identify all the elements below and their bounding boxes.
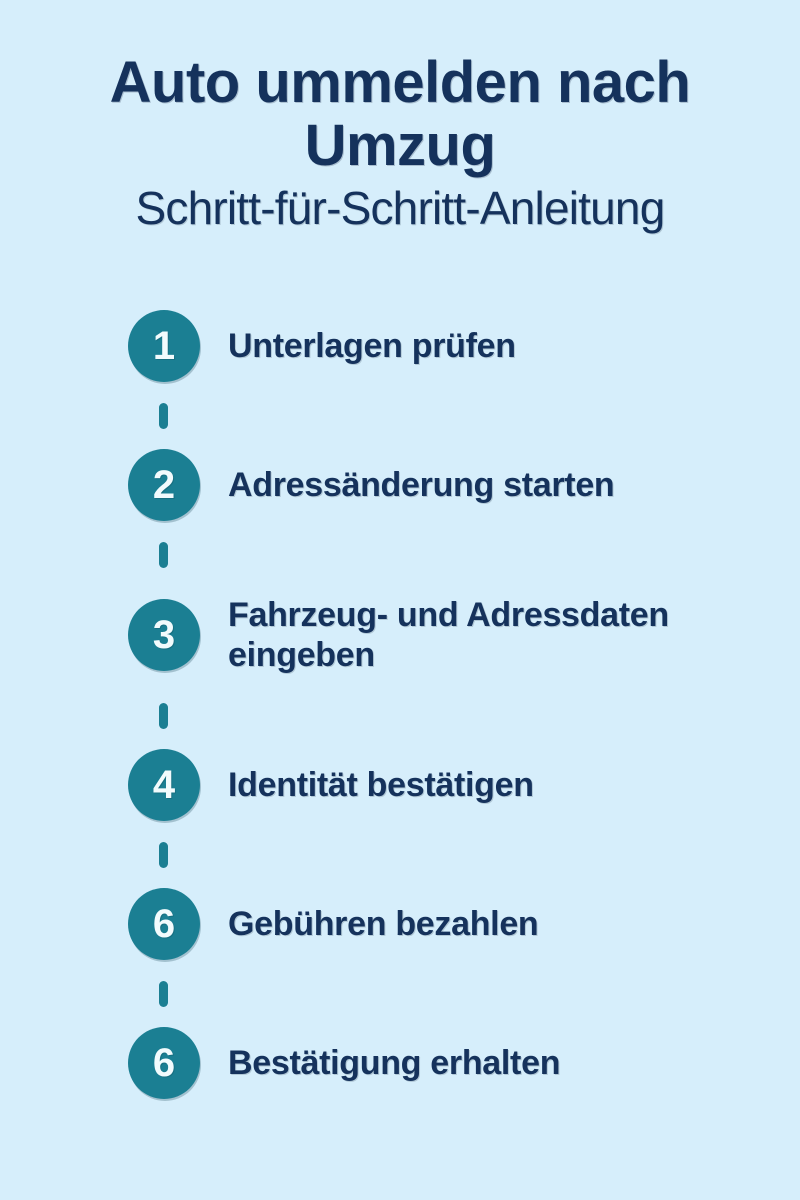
step-connector	[128, 682, 768, 749]
step-label: Adressänderung starten	[228, 465, 615, 504]
step-item-4: 4 Identität bestätigen	[128, 749, 768, 821]
step-label: Bestätigung erhalten	[228, 1043, 561, 1082]
dash-icon	[159, 702, 168, 729]
step-number-badge: 2	[128, 449, 200, 521]
step-label: Gebühren bezahlen	[228, 904, 539, 943]
dash-icon	[159, 402, 168, 429]
step-number-badge: 1	[128, 310, 200, 382]
step-item-3: 3 Fahrzeug- und Adressdaten eingeben	[128, 588, 768, 682]
dash-icon	[159, 541, 168, 568]
step-list: 1 Unterlagen prüfen 2 Adressänderung sta…	[128, 310, 768, 1099]
step-item-6: 6 Bestätigung erhalten	[128, 1027, 768, 1099]
page-title: Auto ummelden nach Umzug	[109, 50, 691, 178]
step-label: Unterlagen prüfen	[228, 326, 516, 365]
header: Auto ummelden nach Umzug Schritt-für-Sch…	[0, 0, 800, 234]
step-number-badge: 6	[128, 1027, 200, 1099]
step-item-5: 6 Gebühren bezahlen	[128, 888, 768, 960]
dash-icon	[159, 980, 168, 1007]
step-connector	[128, 382, 768, 449]
step-label: Fahrzeug- und Adressdaten eingeben	[228, 595, 669, 674]
step-number-badge: 4	[128, 749, 200, 821]
step-connector	[128, 821, 768, 888]
step-item-2: 2 Adressänderung starten	[128, 449, 768, 521]
step-number-badge: 6	[128, 888, 200, 960]
dash-icon	[159, 841, 168, 868]
step-item-1: 1 Unterlagen prüfen	[128, 310, 768, 382]
step-connector	[128, 521, 768, 588]
step-number-badge: 3	[128, 599, 200, 671]
step-connector	[128, 960, 768, 1027]
step-label: Identität bestätigen	[228, 765, 534, 804]
page-subtitle: Schritt-für-Schritt-Anleitung	[135, 182, 666, 235]
